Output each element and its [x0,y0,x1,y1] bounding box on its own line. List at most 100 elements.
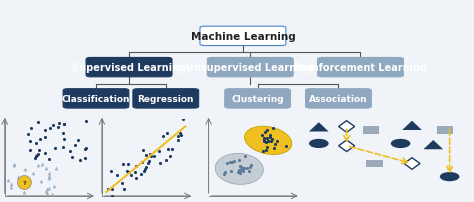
Text: ?: ? [22,180,26,185]
Point [237,171,244,175]
Text: Supervised Learning: Supervised Learning [72,63,186,73]
Point [33,154,41,157]
Point [227,161,234,164]
Point [42,166,50,169]
Point [177,134,185,137]
Point [104,187,112,191]
Point [36,138,44,141]
Point [263,146,270,149]
Text: Unsupervised Learning: Unsupervised Learning [186,63,314,73]
Point [60,132,67,135]
Point [4,179,11,182]
Point [138,161,146,164]
Point [271,147,278,150]
Point [23,176,31,179]
Point [55,122,63,125]
Point [146,153,154,156]
Point [41,152,48,155]
Point [228,160,236,164]
Point [52,166,59,169]
Point [223,161,231,165]
Point [263,137,271,140]
Point [244,166,251,170]
Point [49,123,57,127]
Point [262,130,269,134]
Point [26,148,33,152]
Point [29,172,37,175]
Point [141,167,149,170]
Point [176,132,183,135]
Point [66,149,74,153]
Point [81,157,89,160]
Text: Association: Association [309,94,368,103]
Point [262,141,269,144]
FancyBboxPatch shape [225,89,291,108]
Point [41,136,48,139]
Point [74,139,82,142]
Ellipse shape [215,154,264,184]
Point [131,170,139,174]
Point [124,170,131,173]
Point [247,164,255,167]
FancyBboxPatch shape [207,58,293,77]
Point [236,159,243,162]
Point [273,139,281,143]
FancyBboxPatch shape [318,58,403,77]
Point [32,155,40,158]
Point [237,169,245,172]
Point [142,153,150,157]
Polygon shape [402,121,422,130]
Bar [363,127,379,135]
Point [8,182,15,186]
Point [282,144,290,147]
Circle shape [309,139,328,148]
Point [145,160,153,163]
Point [174,138,182,142]
Circle shape [440,172,459,181]
Point [164,147,172,151]
Point [60,123,67,126]
Point [45,187,53,190]
Text: Clustering: Clustering [231,94,284,103]
Point [148,155,155,158]
Point [264,139,272,143]
Point [71,144,79,147]
Point [7,185,15,188]
Point [162,159,169,162]
Point [240,167,248,170]
Point [34,120,42,124]
Point [76,158,83,162]
Point [259,150,267,153]
Point [166,155,173,158]
Point [264,140,272,143]
FancyBboxPatch shape [200,27,286,46]
Point [263,148,270,152]
Point [82,120,90,123]
Point [137,173,145,176]
Point [59,145,67,148]
Point [260,138,268,141]
Point [119,163,127,166]
Point [121,188,128,191]
FancyBboxPatch shape [86,58,172,77]
Point [266,136,273,139]
Point [267,140,274,143]
Point [46,175,53,178]
Point [160,135,167,138]
Point [239,167,246,170]
Point [270,127,277,130]
Text: Machine Learning: Machine Learning [191,32,295,42]
Point [246,166,254,169]
Point [260,137,268,140]
Point [174,135,182,138]
Point [60,138,68,141]
Point [51,185,58,188]
Polygon shape [423,140,443,149]
Point [222,170,229,173]
Point [55,126,62,129]
Point [24,133,32,136]
Text: Reinforcement Learning: Reinforcement Learning [294,63,427,73]
Polygon shape [404,158,420,169]
Point [43,192,51,195]
Point [245,170,253,173]
